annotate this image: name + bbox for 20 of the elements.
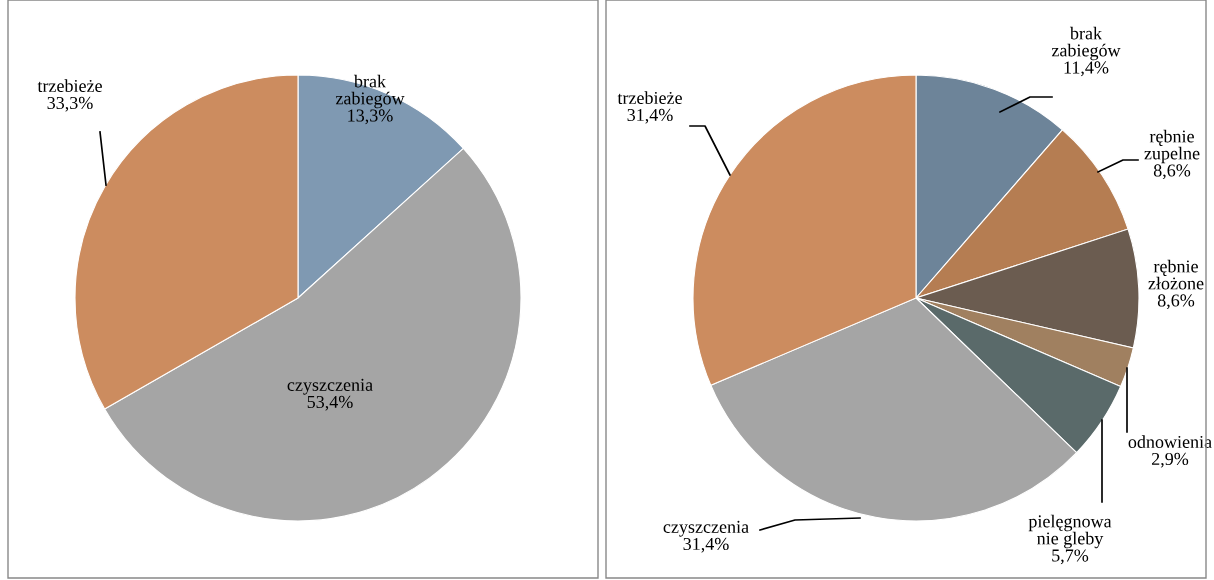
slice-label: czyszczenia xyxy=(287,378,373,395)
data-label: 5,7% xyxy=(1052,549,1089,565)
data-label: 8,6% xyxy=(1153,164,1191,180)
slice-label: brak zabiegów xyxy=(1051,26,1121,61)
data-label: 2,9% xyxy=(1151,452,1189,468)
slice-label: czyszczenia xyxy=(663,520,749,537)
slice-label: rębnie złożone xyxy=(1148,259,1204,290)
data-label: 31,4% xyxy=(683,537,729,553)
slice-label: trzebieże xyxy=(617,91,682,105)
slice-label: odnowienia xyxy=(1128,435,1212,449)
data-label: 13,3% xyxy=(348,109,393,125)
slice-label: trzebieże xyxy=(37,79,102,93)
slice-label: brak zabiegów xyxy=(335,74,405,109)
data-label: 11,4% xyxy=(1064,61,1109,77)
data-label: 33,3% xyxy=(47,96,93,112)
data-label: 31,4% xyxy=(627,108,673,124)
slice-label: pielęgnowa nie gleby xyxy=(1028,514,1112,549)
data-label: 53,4% xyxy=(307,395,353,411)
data-label: 8,6% xyxy=(1157,294,1195,310)
slice-label: rębnie zupelne xyxy=(1144,129,1200,164)
